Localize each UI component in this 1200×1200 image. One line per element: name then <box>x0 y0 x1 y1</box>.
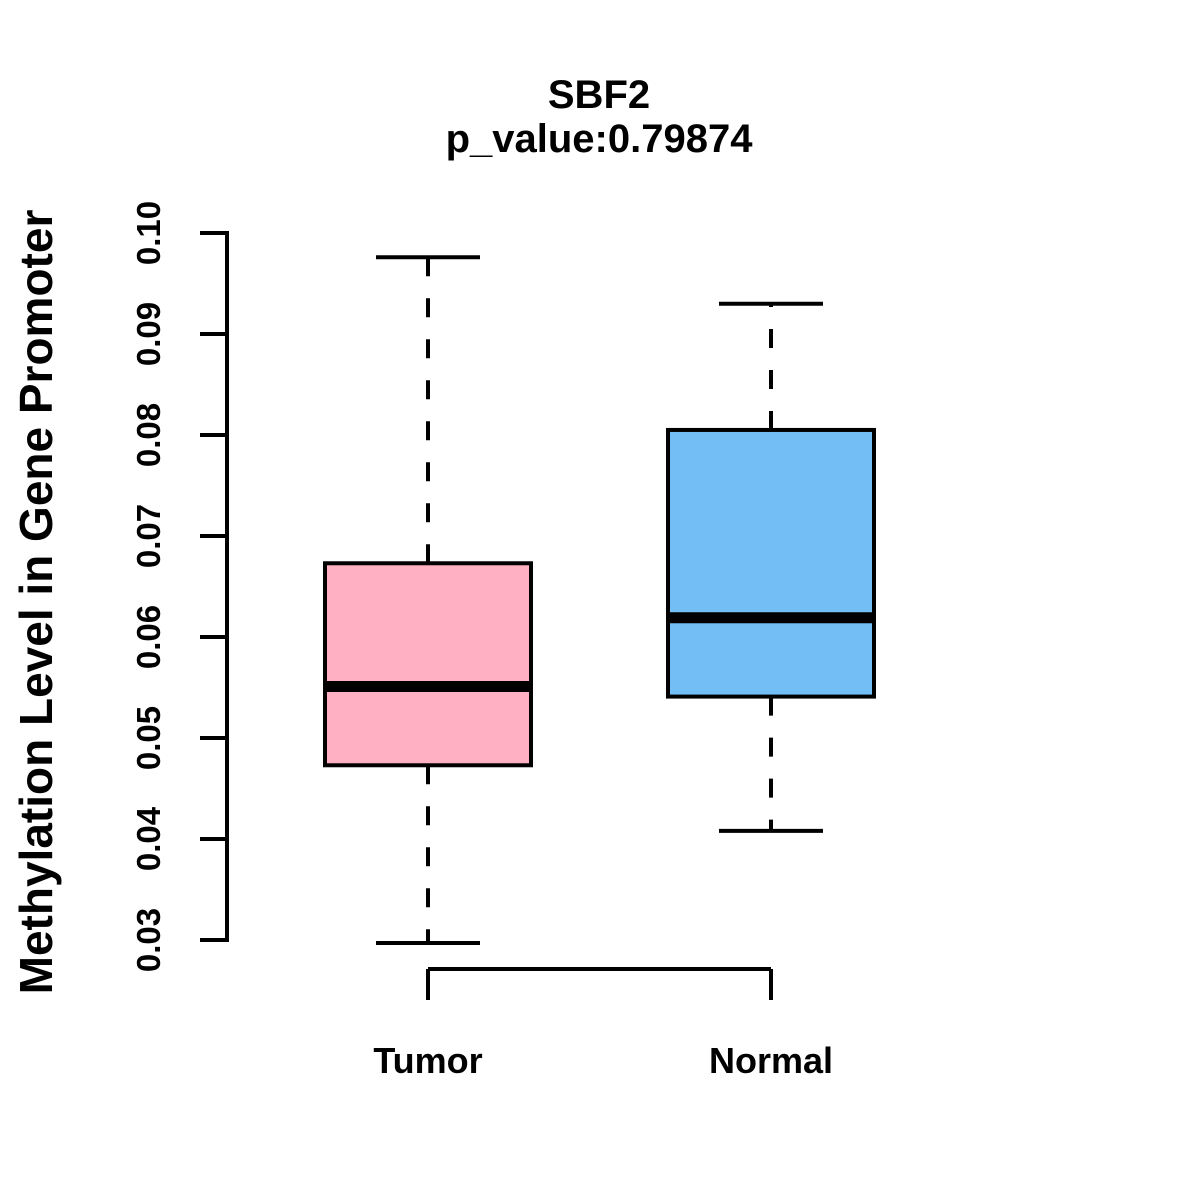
box-normal <box>666 427 876 699</box>
y-axis-label: Methylation Level in Gene Promoter <box>10 210 62 995</box>
y-tick-label: 0.07 <box>130 504 167 568</box>
y-tick-label: 0.04 <box>130 806 167 871</box>
x-axis-bracket <box>426 967 773 1000</box>
x-axis-labels: Tumor Normal <box>373 1040 833 1081</box>
y-tick-label: 0.06 <box>130 605 167 669</box>
y-tick-label: 0.09 <box>130 302 167 366</box>
y-tick-label: 0.10 <box>130 201 167 265</box>
y-axis: 0.03 0.04 0.05 0.06 0.07 0.08 0.09 0.10 <box>130 201 229 972</box>
y-tick-label: 0.03 <box>130 908 167 972</box>
boxplots <box>323 255 876 946</box>
x-label-normal: Normal <box>709 1040 833 1081</box>
box-tumor <box>323 561 533 768</box>
chart-subtitle: p_value:0.79874 <box>446 117 754 161</box>
y-tick-label: 0.08 <box>130 403 167 467</box>
chart-title: SBF2 <box>548 73 650 117</box>
x-label-tumor: Tumor <box>373 1040 482 1081</box>
y-tick-label: 0.05 <box>130 706 167 770</box>
